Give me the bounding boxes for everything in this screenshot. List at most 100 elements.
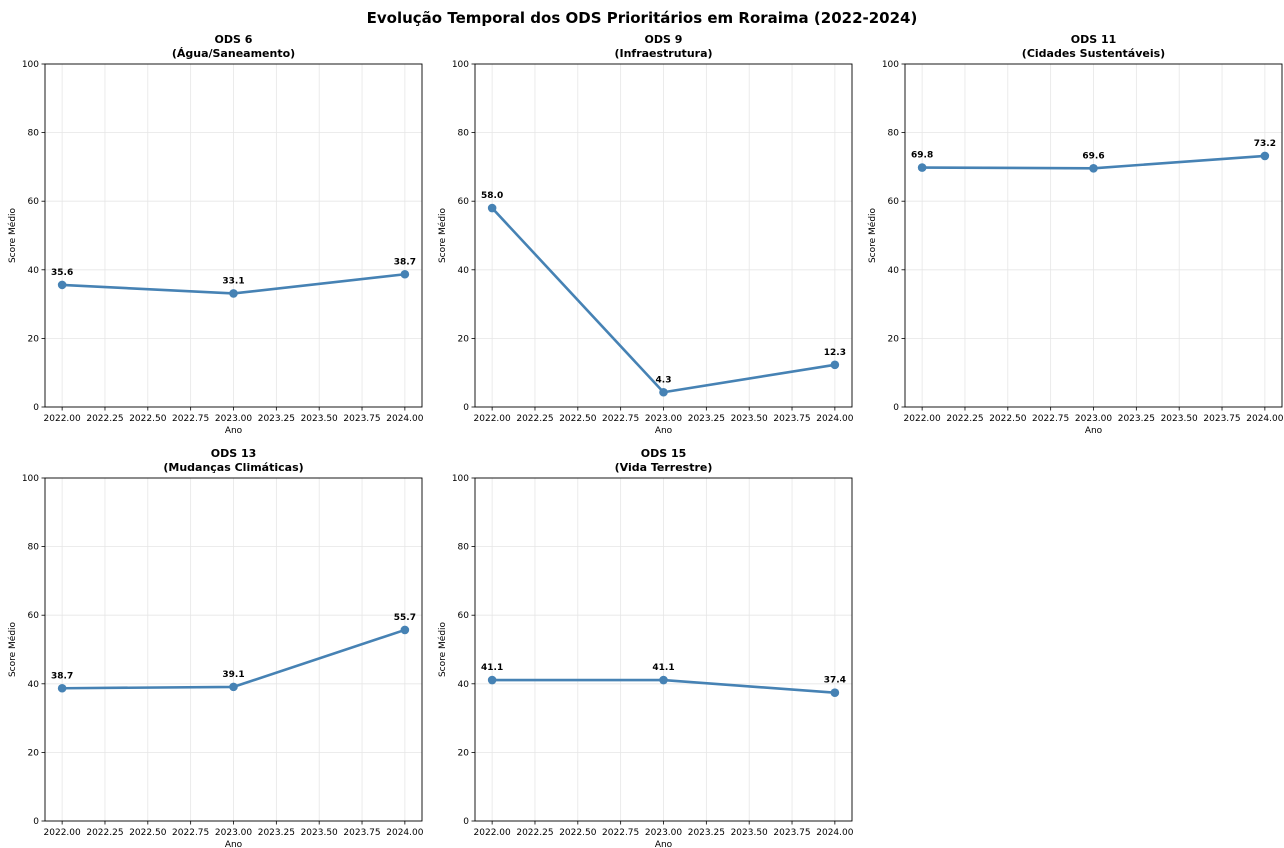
x-tick-label: 2022.25 xyxy=(86,414,123,424)
data-label: 38.7 xyxy=(51,671,73,681)
y-tick-label: 100 xyxy=(882,60,899,70)
x-tick-label: 2023.75 xyxy=(773,414,810,424)
y-tick-label: 40 xyxy=(28,266,40,276)
y-tick-label: 60 xyxy=(28,611,40,621)
data-label: 37.4 xyxy=(824,676,846,686)
data-label: 35.6 xyxy=(51,268,73,278)
data-label: 55.7 xyxy=(394,613,416,623)
x-tick-label: 2023.25 xyxy=(1118,414,1155,424)
data-point xyxy=(57,683,67,693)
chart-subtitle: (Cidades Sustentáveis) xyxy=(1022,47,1165,60)
data-label: 73.2 xyxy=(1254,139,1276,149)
x-tick-label: 2022.75 xyxy=(602,828,639,838)
chart-subtitle: (Água/Saneamento) xyxy=(172,47,295,60)
x-tick-label: 2022.75 xyxy=(172,414,209,424)
y-tick-label: 100 xyxy=(22,474,39,484)
data-label: 38.7 xyxy=(394,257,416,267)
x-tick-label: 2022.75 xyxy=(1032,414,1069,424)
grid xyxy=(905,63,1282,408)
grid xyxy=(45,63,422,408)
y-tick-label: 80 xyxy=(458,543,470,553)
chart-panel-1: 0 20 40 60 80 100 2022.00 2022.25 2022.50 2022.75… xyxy=(437,33,854,436)
x-tick-label: 2023.75 xyxy=(343,828,380,838)
data-label: 69.8 xyxy=(911,151,933,161)
x-axis-label: Ano xyxy=(655,426,673,436)
y-tick-label: 0 xyxy=(33,817,39,827)
x-axis-label: Ano xyxy=(225,426,243,436)
y-tick-label: 20 xyxy=(28,334,40,344)
x-axis-label: Ano xyxy=(655,840,673,848)
y-tick-label: 60 xyxy=(458,611,470,621)
y-axis-label: Score Médio xyxy=(7,621,18,677)
y-tick-label: 40 xyxy=(28,680,40,690)
x-tick-label: 2024.00 xyxy=(1246,414,1283,424)
grid xyxy=(475,477,852,822)
data-point xyxy=(1260,151,1270,161)
data-label: 33.1 xyxy=(222,276,244,286)
y-tick-label: 40 xyxy=(458,680,470,690)
x-tick-label: 2023.25 xyxy=(688,828,725,838)
x-tick-label: 2022.25 xyxy=(516,414,553,424)
data-point xyxy=(830,360,840,370)
x-tick-label: 2024.00 xyxy=(386,828,423,838)
data-point xyxy=(487,675,497,685)
y-tick-label: 20 xyxy=(888,334,900,344)
y-axis-label: Score Médio xyxy=(437,207,448,263)
data-label: 12.3 xyxy=(824,348,846,358)
y-tick-label: 80 xyxy=(28,543,40,553)
x-tick-label: 2023.00 xyxy=(645,414,682,424)
data-point xyxy=(400,625,410,635)
chart-title: ODS 15 xyxy=(641,447,687,460)
x-tick-label: 2022.50 xyxy=(129,414,166,424)
x-tick-label: 2022.00 xyxy=(44,828,81,838)
x-tick-label: 2024.00 xyxy=(816,828,853,838)
x-axis-label: Ano xyxy=(1085,426,1103,436)
chart-panel-3: 0 20 40 60 80 100 2022.00 2022.25 2022.50 2022.75… xyxy=(7,447,424,848)
y-tick-label: 60 xyxy=(458,197,470,207)
y-tick-label: 0 xyxy=(463,817,469,827)
x-tick-label: 2022.50 xyxy=(989,414,1026,424)
x-tick-label: 2023.75 xyxy=(343,414,380,424)
data-label: 58.0 xyxy=(481,191,503,201)
x-tick-label: 2023.25 xyxy=(258,828,295,838)
y-tick-label: 80 xyxy=(28,129,40,139)
x-tick-label: 2024.00 xyxy=(386,414,423,424)
x-tick-label: 2022.00 xyxy=(474,414,511,424)
x-tick-label: 2022.75 xyxy=(602,414,639,424)
y-tick-label: 0 xyxy=(893,403,899,413)
data-label: 39.1 xyxy=(222,670,244,680)
x-tick-label: 2022.75 xyxy=(172,828,209,838)
y-tick-label: 40 xyxy=(888,266,900,276)
y-tick-label: 40 xyxy=(458,266,470,276)
y-tick-label: 20 xyxy=(28,748,40,758)
x-tick-label: 2023.50 xyxy=(301,828,338,838)
x-tick-label: 2023.00 xyxy=(215,414,252,424)
y-tick-label: 100 xyxy=(452,60,469,70)
data-label: 41.1 xyxy=(652,663,674,673)
chart-title: ODS 11 xyxy=(1071,33,1117,46)
chart-subtitle: (Vida Terrestre) xyxy=(615,461,713,474)
y-tick-label: 20 xyxy=(458,334,470,344)
data-point xyxy=(487,203,497,213)
x-tick-label: 2022.50 xyxy=(559,828,596,838)
x-tick-label: 2023.50 xyxy=(731,414,768,424)
x-tick-label: 2022.00 xyxy=(44,414,81,424)
data-point xyxy=(57,280,67,290)
x-tick-label: 2023.50 xyxy=(1161,414,1198,424)
chart-panel-0: 0 20 40 60 80 100 2022.00 2022.25 2022.50 2022.75… xyxy=(7,33,424,436)
grid xyxy=(45,477,422,822)
x-tick-label: 2023.50 xyxy=(301,414,338,424)
y-tick-label: 80 xyxy=(888,129,900,139)
x-tick-label: 2023.25 xyxy=(258,414,295,424)
x-tick-label: 2023.00 xyxy=(215,828,252,838)
x-tick-label: 2023.00 xyxy=(645,828,682,838)
y-tick-label: 20 xyxy=(458,748,470,758)
x-tick-label: 2022.25 xyxy=(86,828,123,838)
data-point xyxy=(830,688,840,698)
y-axis-label: Score Médio xyxy=(867,207,878,263)
x-tick-label: 2023.75 xyxy=(1203,414,1240,424)
data-point xyxy=(400,269,410,279)
chart-subtitle: (Mudanças Climáticas) xyxy=(163,461,303,474)
grid xyxy=(475,63,852,408)
